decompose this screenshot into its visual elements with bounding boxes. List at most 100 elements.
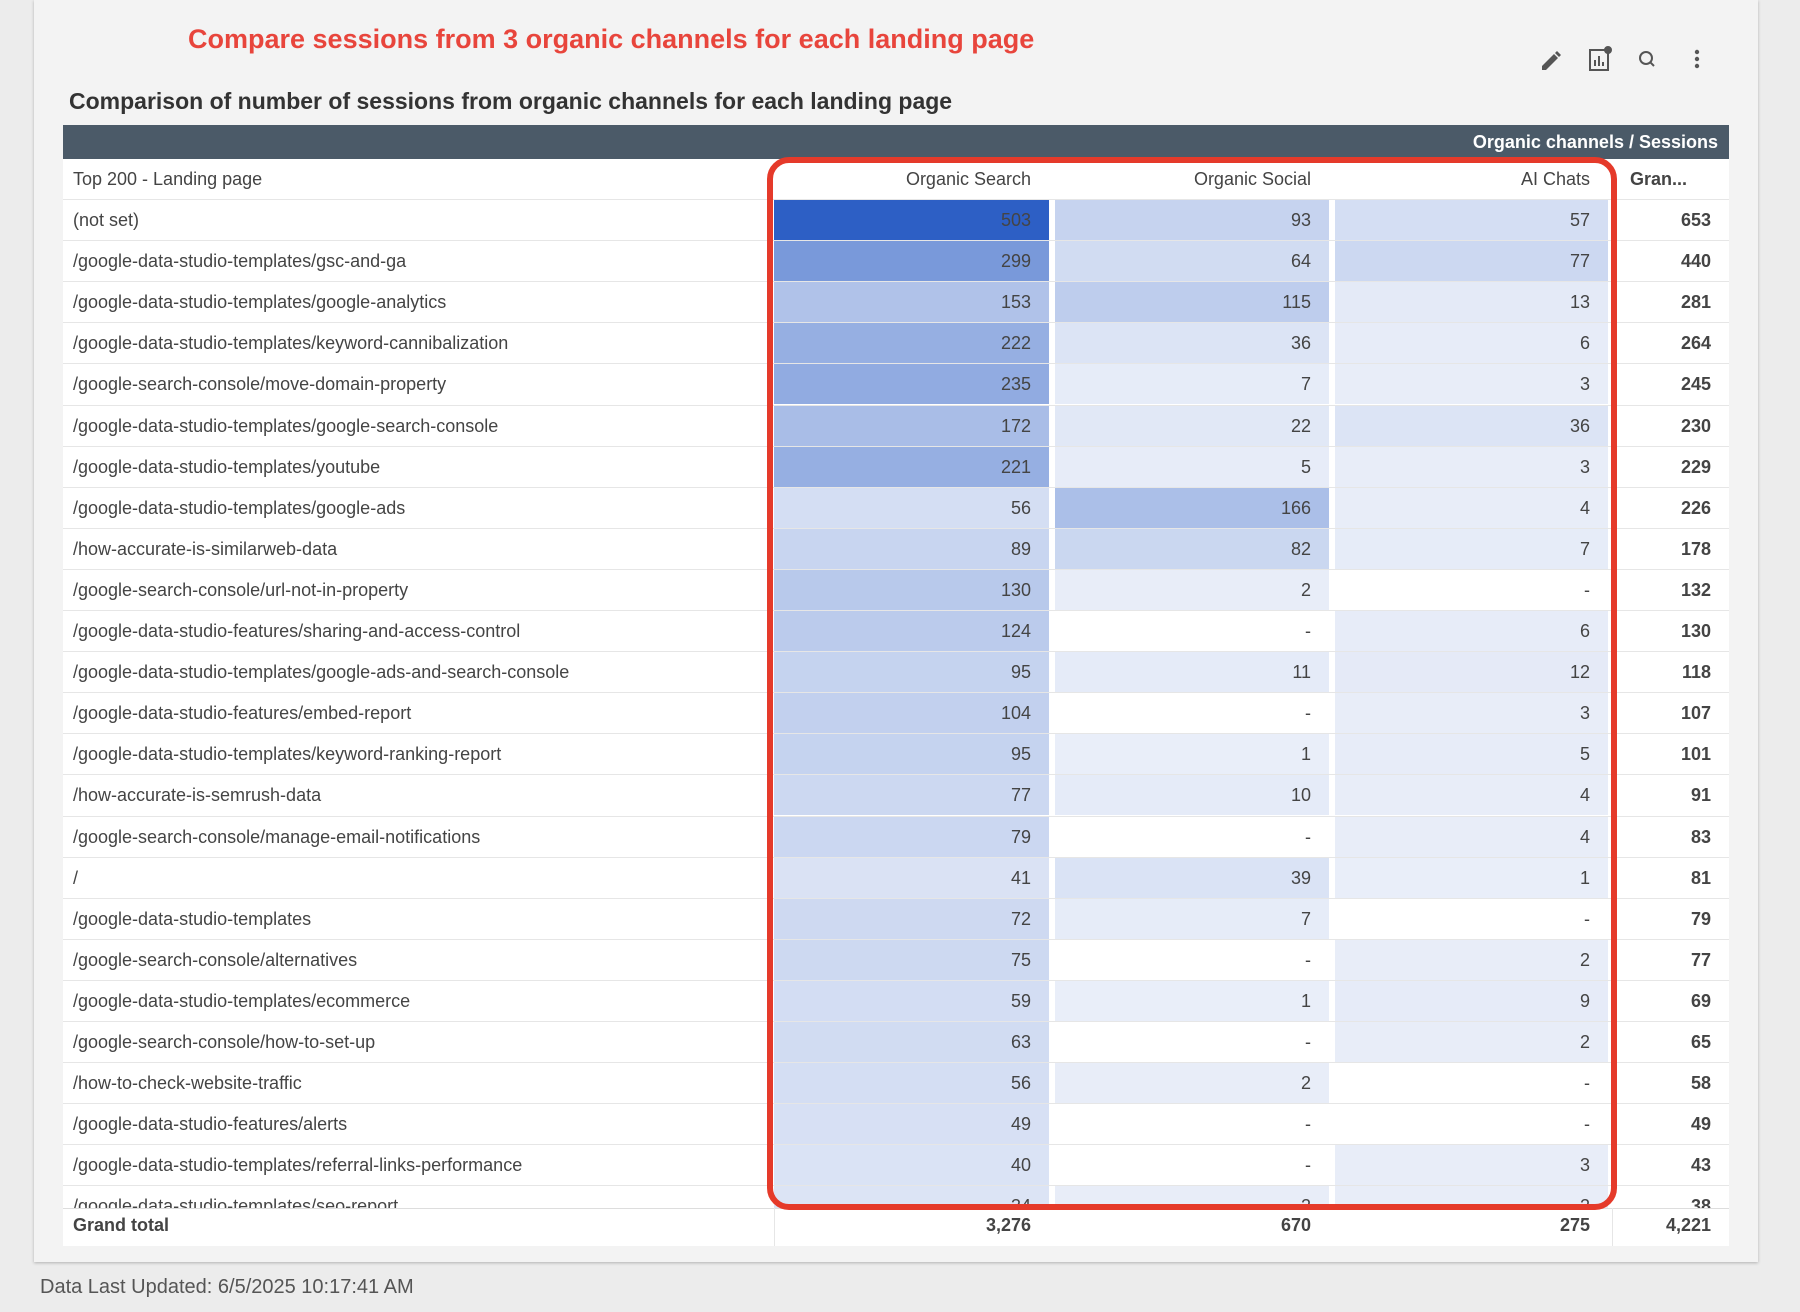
toolbar (1542, 46, 1700, 71)
table-cell: 95 (774, 734, 1049, 775)
data-table: Top 200 - Landing page Organic Search Orga… (63, 159, 1729, 1246)
column-header: Organic Search (905, 169, 1031, 189)
table-cell: 222 (774, 323, 1049, 364)
table-cell: 1 (1335, 857, 1608, 898)
row-label: /how-accurate-is-semrush-data (73, 785, 322, 806)
row-label: /google-data-studio-templates/keyword-ca… (73, 333, 509, 354)
table-cell: 281 (1680, 292, 1711, 313)
more-icon[interactable] (1694, 49, 1700, 69)
edit-icon[interactable] (1542, 51, 1561, 70)
row-label: /google-data-studio-features/embed-repor… (73, 703, 412, 724)
row-divider (63, 733, 1729, 735)
row-divider (63, 979, 1729, 981)
table-cell: 95 (774, 652, 1049, 693)
table-cell: 7 (1335, 528, 1608, 569)
table-cell: 39 (1055, 857, 1329, 898)
column-header: AI Chats (1520, 169, 1590, 189)
table-cell: 653 (1680, 210, 1711, 230)
table-cell: - (1055, 939, 1329, 980)
table-cell: - (1055, 1145, 1329, 1186)
table-cell: 59 (774, 980, 1049, 1021)
row-divider (63, 815, 1729, 817)
row-divider (63, 651, 1729, 653)
group-header: Organic channels / Sessions (63, 125, 1729, 159)
table-cell: 7 (1055, 364, 1329, 405)
column-divider (1612, 1208, 1613, 1246)
table-cell: 69 (1690, 990, 1711, 1011)
row-divider (63, 897, 1729, 899)
row-label: /google-data-studio-templates/youtube (73, 456, 381, 477)
table-cell: 440 (1680, 251, 1711, 272)
table-cell: 63 (774, 1022, 1049, 1063)
last-updated: Data Last Updated: 6/5/2025 10:17:41 AM (40, 1276, 414, 1298)
group-header-label: Organic channels / Sessions (1472, 132, 1718, 152)
table-cell: 77 (774, 775, 1049, 816)
row-divider (63, 1062, 1729, 1064)
row-label: /google-data-studio-templates/google-ana… (73, 292, 447, 313)
table-cell: 124 (774, 611, 1049, 652)
table-cell: 1 (1055, 734, 1329, 775)
table-cell: 101 (1680, 744, 1711, 765)
table-cell: 49 (774, 1104, 1049, 1145)
table-cell: 178 (1680, 538, 1711, 559)
row-label: / (73, 867, 79, 888)
table-cell: 2 (1055, 1063, 1329, 1104)
table-cell: - (1335, 1063, 1608, 1104)
table-cell: 130 (774, 569, 1049, 610)
table-cell: 172 (774, 405, 1049, 446)
row-divider (63, 281, 1729, 283)
row-divider (63, 610, 1729, 611)
table-cell: 11 (1055, 652, 1329, 693)
table-cell: 75 (774, 939, 1049, 980)
table-cell: 57 (1335, 200, 1608, 241)
table-cell: 1 (1055, 980, 1329, 1021)
row-divider (63, 486, 1729, 488)
row-label: /google-search-console/alternatives (73, 949, 358, 970)
row-divider (63, 199, 1729, 200)
table-cell: 36 (1335, 405, 1608, 446)
table-cell: 3 (1335, 364, 1608, 405)
table-cell: 104 (774, 693, 1049, 734)
row-label: /google-data-studio-templates (73, 908, 312, 929)
row-label: /google-data-studio-templates/referral-l… (73, 1155, 523, 1176)
zoom-icon[interactable] (1639, 51, 1655, 67)
column-header: Top 200 - Landing page (73, 169, 263, 189)
table-cell: 36 (1055, 323, 1329, 364)
table-cell: 3 (1335, 1145, 1608, 1186)
table-cell: 79 (1690, 908, 1711, 929)
grand-total: 670 (1280, 1215, 1311, 1235)
row-label: /google-search-console/how-to-set-up (73, 1032, 376, 1052)
table-title: Comparison of number of sessions from or… (69, 88, 953, 114)
table-cell: 5 (1055, 446, 1329, 487)
row-divider (63, 240, 1729, 242)
column-header: Gran... (1630, 169, 1688, 189)
table-cell: 49 (1690, 1114, 1711, 1135)
table-cell: 89 (774, 528, 1049, 569)
row-label: /google-data-studio-features/sharing-and… (73, 621, 521, 641)
table-cell: 3 (1335, 446, 1608, 487)
annotation: Compare sessions from 3 organic channels… (188, 24, 1035, 54)
grand-total: 4,221 (1665, 1215, 1711, 1235)
row-divider (63, 1021, 1729, 1022)
table-cell: 91 (1690, 785, 1711, 806)
table-cell: - (1055, 1022, 1329, 1063)
row-label: /google-data-studio-templates/google-ads (73, 497, 406, 518)
row-divider (63, 856, 1729, 858)
row-label: /google-data-studio-features/alerts (73, 1114, 348, 1135)
row-label: /how-to-check-website-traffic (73, 1073, 302, 1094)
table-cell: 93 (1055, 200, 1329, 241)
table-cell: 299 (774, 241, 1049, 282)
table-cell: 41 (774, 857, 1049, 898)
row-divider (63, 692, 1729, 694)
table-cell: 166 (1055, 487, 1329, 528)
row-divider (63, 322, 1729, 324)
grand-total: 3,276 (985, 1215, 1031, 1235)
chart-icon[interactable] (1589, 46, 1612, 71)
row-label: /google-data-studio-templates/ecommerce (73, 990, 411, 1011)
table-cell: 4 (1335, 487, 1608, 528)
row-label: /google-data-studio-templates/google-ads… (73, 662, 570, 683)
table-cell: 115 (1055, 282, 1329, 323)
table-cell: 83 (1690, 826, 1711, 847)
table-cell: 22 (1055, 405, 1329, 446)
